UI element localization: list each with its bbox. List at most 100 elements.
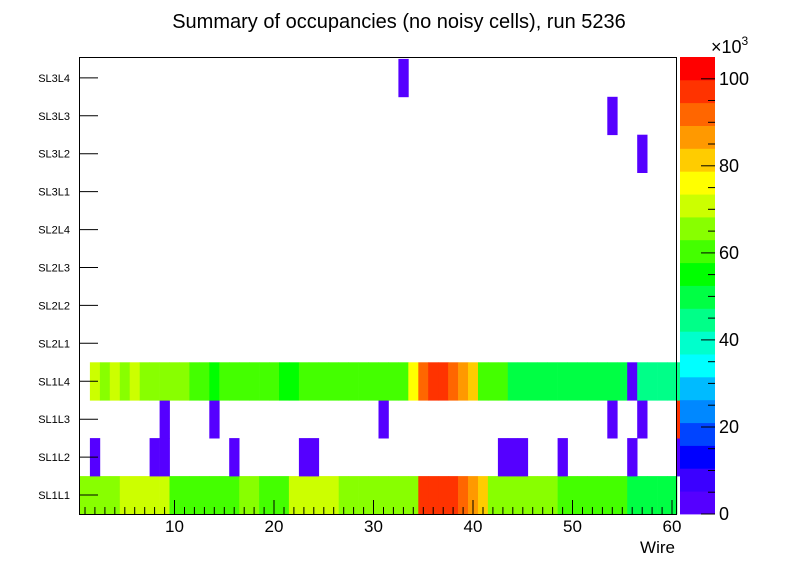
color-scale-segment [680,422,715,446]
heatmap-cell [189,476,200,515]
heatmap-cell [478,362,489,401]
heatmap-cell [269,476,280,515]
heatmap-cell [627,476,638,515]
heatmap-cell [517,438,529,477]
heatmap-cell [637,134,648,173]
chart-title: Summary of occupancies (no noisy cells),… [172,11,626,33]
heatmap-cell [298,476,310,515]
heatmap-cell [607,476,618,515]
heatmap-cell [448,476,459,515]
heatmap-cell [418,362,429,401]
x-tick-label: 30 [364,517,383,536]
heatmap-cell [219,476,230,515]
x-tick-label: 40 [464,517,483,536]
heatmap-cell [259,476,270,515]
color-scale-segment [680,308,715,332]
plot-frame [79,57,677,515]
heatmap-cell [308,362,320,401]
y-tick-label: SL3L1 [38,187,70,199]
heatmap-cell [478,476,489,515]
heatmap-cell [119,476,131,515]
heatmap-cell [348,476,359,515]
y-tick-label: SL2L3 [38,263,70,275]
z-tick-label: 0 [719,504,729,524]
heatmap-cell [149,476,160,515]
heatmap-cell [627,438,638,477]
heatmap-cell [99,476,111,515]
heatmap-cell [547,476,558,515]
heatmap-cell [229,476,240,515]
heatmap-cell [119,362,131,401]
heatmap-cell [398,476,409,515]
heatmap-cell [229,438,240,477]
color-scale-segment [680,262,715,286]
heatmap-cell [159,400,170,439]
heatmap-cell [199,362,210,401]
heatmap-cell [517,362,529,401]
heatmap-cell [667,476,678,515]
heatmap-cell [159,438,170,477]
heatmap-cell [269,362,280,401]
heatmap-cell [338,476,349,515]
heatmap-cell [378,476,389,515]
y-tick-label: SL2L4 [38,225,70,237]
heatmap-cell [557,476,568,515]
heatmap-cell [368,476,379,515]
heatmap-cell [657,476,668,515]
heatmap-cell [169,476,180,515]
heatmap-cell [587,476,598,515]
heatmap-cell [507,362,519,401]
color-scale-multiplier-base: ×10 [711,37,742,57]
z-tick-label: 60 [719,243,739,263]
heatmap-cell [259,362,270,401]
color-scale-segment [680,285,715,309]
heatmap-cell [458,476,469,515]
heatmap-cell [577,476,588,515]
heatmap-cell [637,362,648,401]
heatmap-cell [338,362,349,401]
heatmap-cell [438,476,449,515]
heatmap-cell [199,476,210,515]
z-tick-label: 40 [719,330,739,350]
heatmap-cell [169,362,180,401]
heatmap-cell [239,476,250,515]
y-tick-label: SL2L2 [38,300,70,312]
heatmap-cell [209,400,220,439]
heatmap-cell [527,362,538,401]
color-scale-segment [680,399,715,424]
color-scale-segment [680,102,715,126]
color-scale-multiplier-exponent: 3 [742,34,749,48]
heatmap-cell [468,476,479,515]
heatmap-cell [149,438,160,477]
heatmap-cell [288,362,300,401]
heatmap-cell [537,362,548,401]
heatmap-cell [398,362,409,401]
heatmap-cell [279,362,290,401]
heatmap-cell [497,476,509,515]
heatmap-cell [408,362,419,401]
heatmap-cell [149,362,160,401]
heatmap-cell [388,476,399,515]
heatmap-cell [567,362,578,401]
heatmap-cell [497,362,509,401]
heatmap-cell [298,438,310,477]
heatmap-cell [209,476,220,515]
heatmap-cell [378,362,389,401]
y-tick-label: SL1L3 [38,414,70,426]
heatmap-cell [358,476,369,515]
heatmap-cell [129,362,140,401]
y-tick-label: SL1L1 [38,490,70,502]
heatmap-cell [388,362,399,401]
color-scale-segment [680,354,715,378]
x-tick-label: 10 [165,517,184,536]
y-tick-label: SL3L3 [38,111,70,123]
heatmap-cell [308,476,320,515]
x-axis-label: Wire [640,538,675,557]
heatmap-cell [348,362,359,401]
heatmap-cell [298,362,310,401]
heatmap-cell [99,362,111,401]
x-axis: 10 20 30 40 50 60 [84,500,681,536]
heatmap-cell [129,476,140,515]
color-scale: 0 20 40 60 80 100 [680,57,749,524]
